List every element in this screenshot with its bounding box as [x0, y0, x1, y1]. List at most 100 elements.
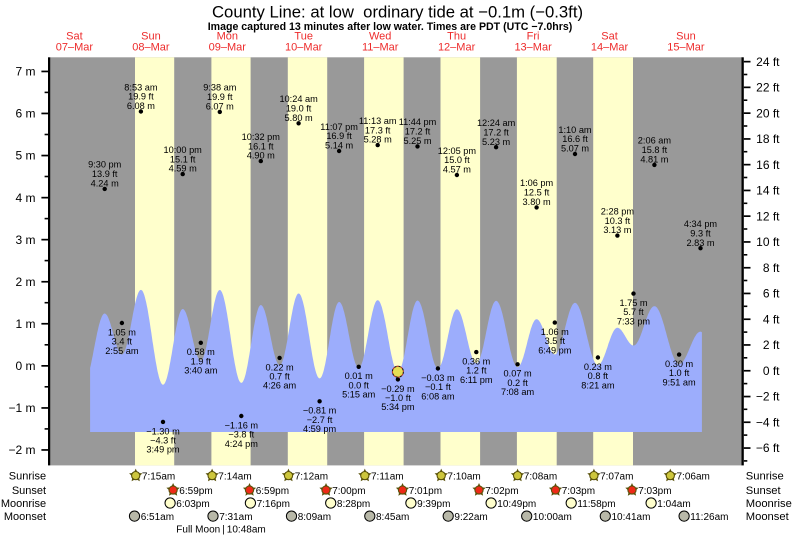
- svg-text:7:08 am: 7:08 am: [501, 387, 535, 397]
- svg-text:3.4 ft: 3.4 ft: [112, 337, 133, 347]
- svg-text:Thu: Thu: [447, 31, 466, 43]
- svg-text:0.23 m: 0.23 m: [584, 362, 612, 372]
- svg-text:7:14am: 7:14am: [218, 471, 251, 482]
- svg-text:1.75 m: 1.75 m: [619, 298, 647, 308]
- svg-text:8 ft: 8 ft: [763, 261, 780, 275]
- svg-text:Moonset: Moonset: [746, 511, 790, 523]
- svg-text:6.07 m: 6.07 m: [206, 102, 234, 112]
- svg-text:Image captured 13 minutes afte: Image captured 13 minutes after low wate…: [208, 21, 573, 33]
- svg-text:6:59pm: 6:59pm: [179, 486, 212, 497]
- svg-text:7:00pm: 7:00pm: [332, 486, 365, 497]
- svg-text:15.1 ft: 15.1 ft: [170, 154, 196, 164]
- svg-text:0.30 m: 0.30 m: [665, 359, 693, 369]
- svg-text:Sunset: Sunset: [746, 485, 782, 497]
- svg-text:9:22am: 9:22am: [454, 512, 487, 523]
- svg-text:0.01 m: 0.01 m: [345, 371, 373, 381]
- svg-text:4.24 m: 4.24 m: [91, 179, 119, 189]
- svg-text:9.3 ft: 9.3 ft: [690, 228, 711, 238]
- svg-text:9:30 pm: 9:30 pm: [88, 160, 122, 170]
- svg-text:11:07 pm: 11:07 pm: [320, 122, 358, 132]
- svg-text:4.90 m: 4.90 m: [247, 151, 275, 161]
- svg-text:3:40 am: 3:40 am: [184, 366, 218, 376]
- svg-text:Sun: Sun: [676, 31, 696, 43]
- svg-text:−1.30 m: −1.30 m: [146, 426, 180, 436]
- svg-text:Full Moon | 10:48am: Full Moon | 10:48am: [176, 525, 265, 536]
- svg-text:22 ft: 22 ft: [756, 81, 780, 95]
- svg-text:9:51 am: 9:51 am: [662, 377, 696, 387]
- svg-text:1:10 am: 1:10 am: [558, 125, 592, 135]
- svg-text:13–Mar: 13–Mar: [514, 42, 552, 54]
- svg-text:Sunrise: Sunrise: [9, 471, 46, 483]
- svg-text:7:33 pm: 7:33 pm: [617, 316, 651, 326]
- svg-text:5.28 m: 5.28 m: [364, 135, 392, 145]
- svg-text:12:05 pm: 12:05 pm: [438, 146, 477, 156]
- svg-text:15.0 ft: 15.0 ft: [444, 155, 470, 165]
- svg-text:14 ft: 14 ft: [756, 184, 780, 198]
- svg-text:Moonrise: Moonrise: [746, 498, 792, 510]
- svg-text:6:08 am: 6:08 am: [421, 391, 455, 401]
- svg-text:16.9 ft: 16.9 ft: [326, 131, 352, 141]
- svg-text:3.80 m: 3.80 m: [523, 197, 551, 207]
- svg-text:4 ft: 4 ft: [763, 312, 780, 326]
- svg-text:0.58 m: 0.58 m: [187, 347, 215, 357]
- svg-text:6 m: 6 m: [15, 107, 35, 121]
- svg-text:4:59 pm: 4:59 pm: [303, 424, 337, 434]
- svg-text:2 ft: 2 ft: [763, 338, 780, 352]
- svg-text:08–Mar: 08–Mar: [132, 42, 170, 54]
- svg-text:1.9 ft: 1.9 ft: [191, 356, 212, 366]
- svg-text:14–Mar: 14–Mar: [591, 42, 629, 54]
- svg-text:0.8 ft: 0.8 ft: [588, 371, 609, 381]
- svg-text:−1 m: −1 m: [8, 401, 35, 415]
- svg-text:−0.29 m: −0.29 m: [381, 384, 415, 394]
- svg-text:−2 m: −2 m: [8, 443, 35, 457]
- svg-text:4:26 am: 4:26 am: [263, 381, 297, 391]
- svg-text:8:45am: 8:45am: [376, 512, 409, 523]
- svg-text:10:00am: 10:00am: [533, 512, 572, 523]
- svg-text:6:49 pm: 6:49 pm: [538, 345, 572, 355]
- svg-text:7:10am: 7:10am: [447, 471, 480, 482]
- svg-text:1 m: 1 m: [15, 317, 35, 331]
- svg-text:1:06 pm: 1:06 pm: [520, 178, 554, 188]
- svg-text:13.9 ft: 13.9 ft: [92, 169, 118, 179]
- svg-text:−1.16 m: −1.16 m: [225, 420, 259, 430]
- svg-text:4:34 pm: 4:34 pm: [684, 219, 718, 229]
- svg-text:7:08am: 7:08am: [524, 471, 557, 482]
- svg-text:20 ft: 20 ft: [756, 106, 780, 120]
- svg-text:09–Mar: 09–Mar: [209, 42, 247, 54]
- svg-text:5.80 m: 5.80 m: [285, 113, 313, 123]
- svg-text:−1.0 ft: −1.0 ft: [385, 393, 411, 403]
- svg-text:16 ft: 16 ft: [756, 158, 780, 172]
- svg-text:5.25 m: 5.25 m: [403, 136, 431, 146]
- svg-text:10:32 pm: 10:32 pm: [242, 132, 281, 142]
- svg-text:11:26am: 11:26am: [690, 512, 728, 523]
- svg-text:10:00 pm: 10:00 pm: [164, 145, 203, 155]
- svg-text:16.6 ft: 16.6 ft: [562, 134, 588, 144]
- svg-text:1.05 m: 1.05 m: [108, 327, 136, 337]
- svg-text:−2 ft: −2 ft: [756, 390, 780, 404]
- svg-text:−4.3 ft: −4.3 ft: [150, 436, 176, 446]
- svg-text:9:38 am: 9:38 am: [203, 83, 237, 93]
- svg-text:Fri: Fri: [527, 31, 540, 43]
- svg-text:10:49pm: 10:49pm: [497, 499, 536, 510]
- svg-text:5.7 ft: 5.7 ft: [623, 307, 644, 317]
- svg-text:0.07 m: 0.07 m: [504, 369, 532, 379]
- svg-text:6.08 m: 6.08 m: [127, 101, 155, 111]
- svg-text:11:13 am: 11:13 am: [359, 116, 397, 126]
- svg-text:17.3 ft: 17.3 ft: [365, 125, 391, 135]
- svg-text:0.7 ft: 0.7 ft: [269, 372, 290, 382]
- svg-text:−4 ft: −4 ft: [756, 415, 780, 429]
- svg-text:1.0 ft: 1.0 ft: [669, 368, 690, 378]
- svg-text:0.2 ft: 0.2 ft: [507, 378, 528, 388]
- svg-text:12–Mar: 12–Mar: [438, 42, 476, 54]
- svg-text:10:41am: 10:41am: [612, 512, 651, 523]
- svg-text:7:12am: 7:12am: [295, 471, 328, 482]
- svg-text:18 ft: 18 ft: [756, 132, 780, 146]
- svg-text:10:24 am: 10:24 am: [279, 94, 318, 104]
- svg-text:3 m: 3 m: [15, 233, 35, 247]
- svg-text:6 ft: 6 ft: [763, 287, 780, 301]
- svg-text:10–Mar: 10–Mar: [285, 42, 323, 54]
- svg-text:Sat: Sat: [66, 31, 83, 43]
- svg-text:07–Mar: 07–Mar: [56, 42, 94, 54]
- svg-text:7:03pm: 7:03pm: [638, 486, 671, 497]
- svg-text:5:15 am: 5:15 am: [342, 390, 376, 400]
